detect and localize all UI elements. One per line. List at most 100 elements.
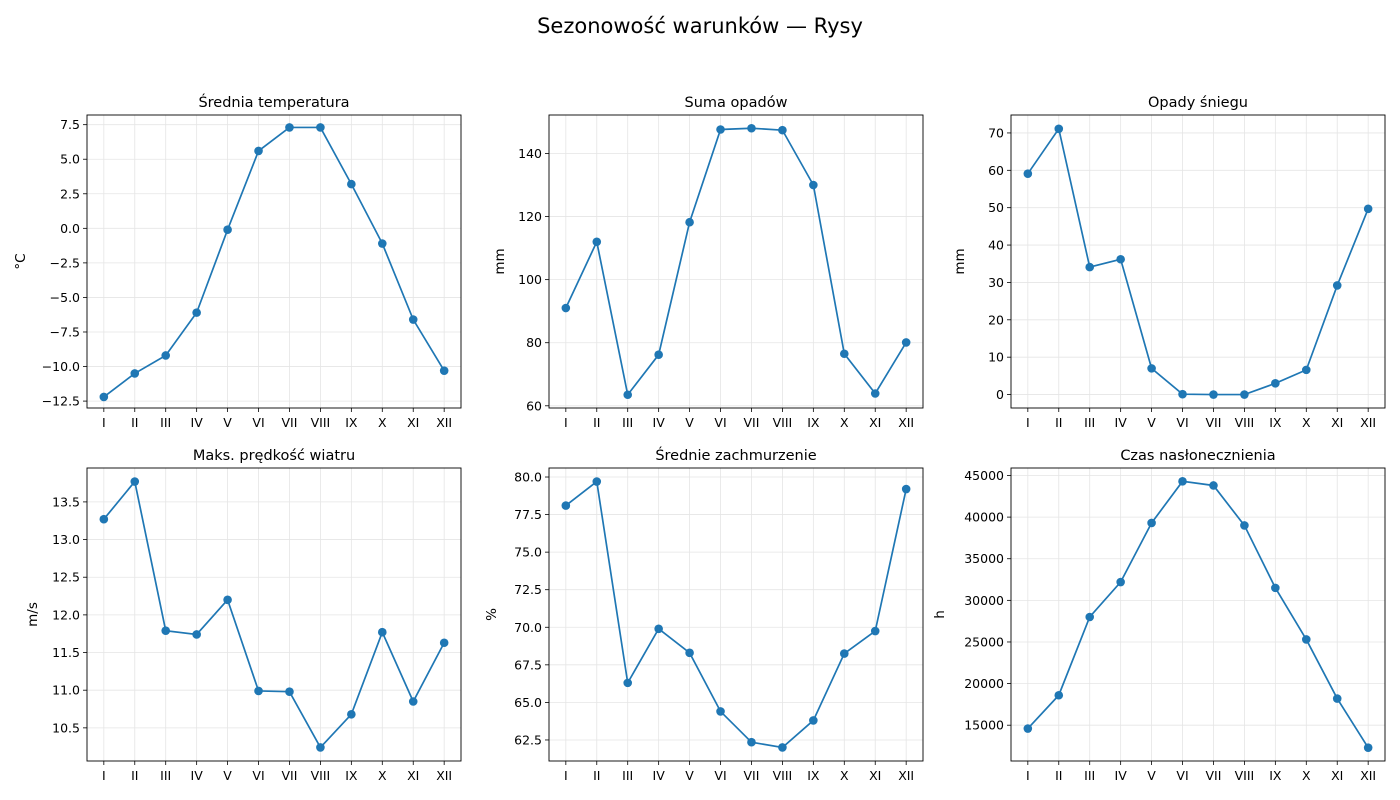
x-tick-label: VIII: [773, 768, 793, 783]
x-tick-label: XII: [436, 415, 452, 430]
y-tick-label: −10.0: [42, 359, 80, 374]
data-point: [592, 237, 602, 247]
panel-title: Suma opadów: [685, 95, 788, 111]
x-tick-label: V: [223, 415, 232, 430]
y-tick-label: 45000: [964, 468, 1004, 483]
x-tick-label: IX: [345, 415, 358, 430]
series-line: [103, 479, 445, 749]
y-tick-label: 65.0: [514, 695, 542, 710]
data-point: [192, 630, 201, 639]
data-point: [99, 514, 109, 524]
y-axis-label: h: [932, 610, 948, 619]
data-point: [1332, 281, 1342, 290]
x-tick-label: IX: [1269, 768, 1282, 783]
data-point: [347, 179, 356, 189]
chart-panel-4: I II III IV V VI VII VIII IX X XI XII10.511.011.512…: [25, 448, 462, 783]
x-tick-label: IX: [807, 415, 820, 430]
y-tick-label: 15000: [964, 718, 1004, 733]
x-tick-label: XI: [407, 415, 419, 430]
y-tick-label: 12.0: [52, 607, 80, 622]
x-tick-label: IV: [653, 415, 666, 430]
x-tick-label: III: [622, 415, 633, 430]
data-point: [747, 123, 756, 133]
x-tick-label: II: [593, 415, 600, 430]
x-tick-label: VIII: [311, 415, 331, 430]
x-tick-label: II: [1055, 768, 1062, 783]
data-point: [285, 123, 294, 132]
y-tick-label: 72.5: [514, 582, 542, 597]
y-tick-label: 7.5: [60, 117, 80, 132]
y-axis-label: mm: [952, 248, 968, 274]
x-tick-label: X: [840, 415, 849, 430]
y-tick-label: 10: [988, 350, 1004, 365]
x-tick-label: I: [564, 768, 568, 783]
x-tick-label: VIII: [311, 768, 331, 783]
y-tick-label: 80.0: [514, 470, 542, 485]
x-tick-label: XI: [1331, 768, 1343, 783]
data-point: [1178, 389, 1187, 399]
data-point: [1240, 390, 1249, 399]
data-point: [901, 484, 911, 494]
y-tick-label: 10.5: [52, 720, 80, 735]
data-point: [1147, 364, 1156, 373]
data-point: [1085, 262, 1095, 272]
data-point: [316, 123, 325, 132]
data-point: [778, 125, 787, 135]
data-point: [130, 477, 140, 486]
data-point: [1209, 481, 1218, 490]
x-tick-label: I: [1026, 768, 1030, 783]
data-point: [223, 595, 232, 605]
y-axis-label: %: [484, 608, 500, 621]
x-tick-label: XII: [1360, 768, 1376, 783]
x-tick-label: VII: [1206, 768, 1222, 783]
data-point: [408, 697, 418, 706]
x-tick-label: XI: [869, 768, 881, 783]
data-point: [870, 389, 880, 398]
plot-frame: [86, 467, 462, 762]
x-tick-label: IV: [1115, 415, 1128, 430]
x-tick-label: VI: [1176, 768, 1188, 783]
data-point: [654, 624, 663, 634]
data-point: [1209, 390, 1218, 399]
x-tick-label: III: [622, 768, 633, 783]
x-tick-label: XII: [898, 768, 914, 783]
y-tick-label: 40: [988, 238, 1004, 253]
data-point: [439, 366, 449, 375]
data-point: [1240, 521, 1249, 530]
y-tick-label: 11.5: [52, 645, 80, 660]
series-line: [1027, 480, 1369, 749]
data-point: [623, 678, 633, 688]
data-point: [839, 349, 849, 359]
x-tick-label: XII: [898, 415, 914, 430]
x-tick-label: VI: [252, 415, 264, 430]
data-point: [377, 627, 387, 637]
panel-title: Opady śniegu: [1148, 95, 1248, 111]
y-tick-label: 62.5: [514, 732, 542, 747]
x-tick-label: VI: [714, 768, 726, 783]
x-tick-label: V: [1147, 415, 1156, 430]
x-tick-label: II: [593, 768, 600, 783]
data-point: [130, 369, 140, 378]
x-tick-label: VI: [252, 768, 264, 783]
series-line: [103, 126, 445, 398]
chart-panel-2: I II III IV V VI VII VIII IX X XI XII6080100120140S…: [492, 95, 924, 430]
y-tick-label: −12.5: [42, 394, 80, 409]
y-tick-label: 75.0: [514, 545, 542, 560]
y-tick-label: 13.0: [52, 532, 80, 547]
x-tick-label: IV: [1115, 768, 1128, 783]
data-point: [408, 315, 418, 324]
series-line: [565, 127, 907, 397]
data-point: [1116, 254, 1125, 264]
x-tick-label: II: [131, 768, 138, 783]
data-point: [561, 303, 571, 313]
data-point: [254, 686, 263, 696]
data-point: [1023, 169, 1033, 178]
plot-frame: [86, 114, 462, 409]
x-tick-label: VII: [744, 768, 760, 783]
data-point: [161, 626, 171, 635]
data-point: [778, 743, 787, 752]
data-point: [285, 687, 294, 697]
data-point: [654, 350, 663, 359]
y-tick-label: 50: [988, 200, 1004, 215]
